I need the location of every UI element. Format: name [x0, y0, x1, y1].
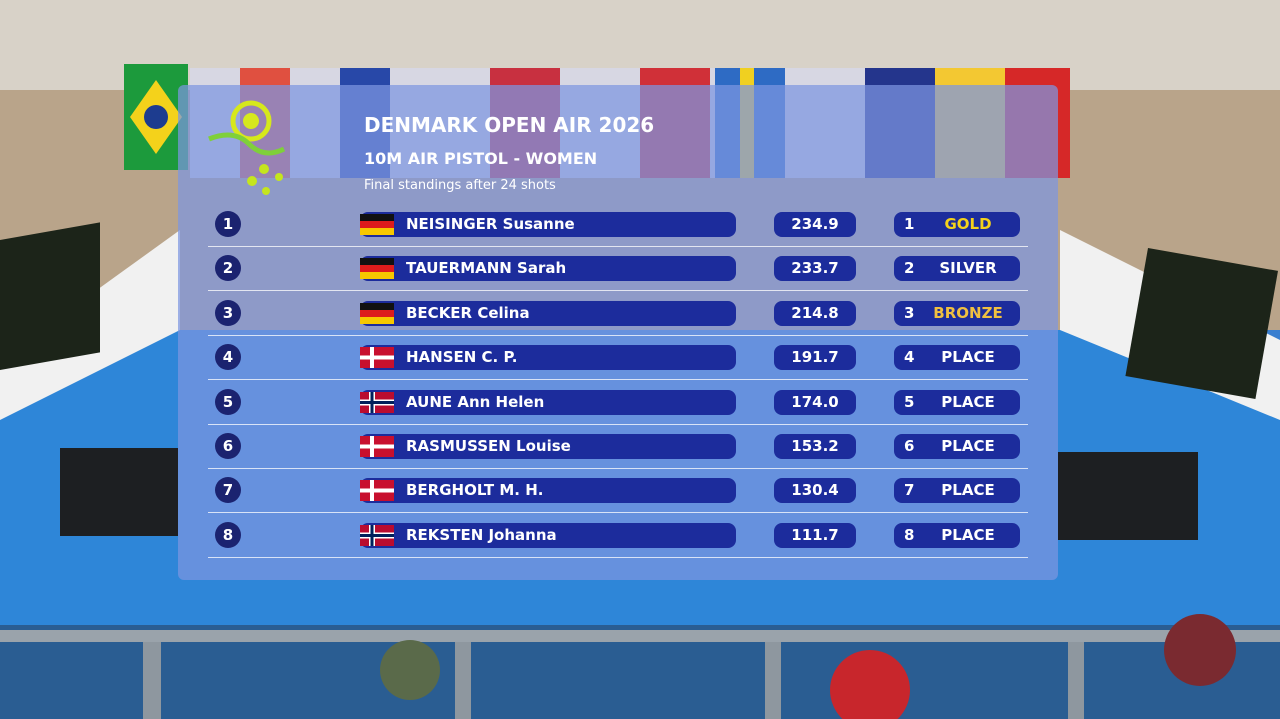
score: 130.4 [774, 478, 856, 504]
country-flag [360, 524, 394, 546]
place-bar: 4 PLACE [894, 345, 1020, 371]
row-separator [208, 423, 1028, 425]
row-separator [208, 379, 1028, 381]
place-bar: 1 GOLD [894, 212, 1020, 237]
place-bar: 6 PLACE [894, 434, 1020, 459]
athlete-name: BECKER Celina [406, 303, 530, 322]
place-label: PLACE [941, 392, 995, 411]
athlete-bar: REKSTEN Johanna [360, 522, 736, 548]
standings-row: 8 REKSTEN Johanna 111.7 8 PLACE [178, 516, 1058, 560]
place-number: 8 [904, 525, 915, 544]
athlete-name: AUNE Ann Helen [406, 392, 545, 411]
athlete-bar: NEISINGER Susanne [360, 212, 736, 237]
place-number: 6 [904, 437, 915, 455]
athlete-bar: TAUERMANN Sarah [360, 256, 736, 282]
place-bar: 7 PLACE [894, 478, 1020, 504]
athlete-name: BERGHOLT M. H. [406, 481, 544, 500]
rank-badge: 4 [215, 344, 241, 371]
score: 174.0 [774, 389, 856, 415]
athlete-bar: HANSEN C. P. [360, 345, 736, 371]
country-flag [360, 214, 394, 235]
rank-badge: 7 [215, 477, 241, 504]
place-label: GOLD [944, 215, 992, 233]
row-separator [208, 468, 1028, 469]
place-label: PLACE [941, 437, 995, 455]
country-flag [360, 391, 394, 413]
rank-badge: 2 [215, 255, 241, 282]
place-number: 7 [904, 481, 915, 500]
place-number: 2 [904, 259, 915, 278]
score: 214.8 [774, 300, 856, 326]
score: 233.7 [774, 256, 856, 282]
place-label: PLACE [941, 525, 995, 544]
athlete-name: NEISINGER Susanne [406, 215, 575, 233]
row-separator [208, 334, 1028, 336]
athlete-name: TAUERMANN Sarah [406, 259, 567, 278]
row-separator [208, 556, 1028, 558]
standings-row: 6 RASMUSSEN Louise 153.2 6 PLACE [178, 427, 1058, 471]
row-separator [208, 290, 1028, 292]
score: 153.2 [774, 434, 856, 459]
event-logo [208, 100, 286, 195]
subtitle: 10M AIR PISTOL - WOMEN [364, 149, 598, 168]
athlete-bar: BERGHOLT M. H. [360, 478, 736, 504]
country-flag [360, 302, 394, 324]
rank-badge: 1 [215, 211, 241, 237]
place-label: PLACE [941, 348, 995, 367]
score: 191.7 [774, 345, 856, 371]
score: 111.7 [774, 522, 856, 548]
athlete-bar: RASMUSSEN Louise [360, 434, 736, 459]
standings-row: 4 HANSEN C. P. 191.7 4 PLACE [178, 338, 1058, 382]
standings-panel: DENMARK OPEN AIR 2026 10M AIR PISTOL - W… [178, 85, 1058, 580]
standings-row: 7 BERGHOLT M. H. 130.4 7 PLACE [178, 471, 1058, 515]
place-number: 3 [904, 303, 915, 322]
note: Final standings after 24 shots [364, 178, 556, 193]
rank-badge: 6 [215, 433, 241, 459]
athlete-bar: BECKER Celina [360, 300, 736, 326]
country-flag [360, 436, 394, 457]
place-label: PLACE [941, 481, 995, 500]
place-label: BRONZE [933, 303, 1003, 322]
standings-row: 2 TAUERMANN Sarah 233.7 2 SILVER [178, 249, 1058, 293]
standings-row: 3 BECKER Celina 214.8 3 BRONZE [178, 294, 1058, 338]
place-number: 5 [904, 392, 915, 411]
row-separator [208, 512, 1028, 514]
rank-badge: 3 [215, 299, 241, 326]
place-number: 1 [904, 215, 915, 233]
athlete-name: HANSEN C. P. [406, 348, 518, 367]
country-flag [360, 347, 394, 369]
athlete-name: REKSTEN Johanna [406, 525, 557, 544]
place-number: 4 [904, 348, 915, 367]
title: DENMARK OPEN AIR 2026 [364, 113, 655, 137]
country-flag [360, 480, 394, 502]
country-flag [360, 258, 394, 280]
standings-row: 5 AUNE Ann Helen 174.0 5 PLACE [178, 383, 1058, 427]
place-bar: 2 SILVER [894, 256, 1020, 282]
athlete-name: RASMUSSEN Louise [406, 437, 571, 455]
row-separator [208, 246, 1028, 247]
rank-badge: 5 [215, 388, 241, 415]
place-bar: 3 BRONZE [894, 300, 1020, 326]
place-label: SILVER [939, 259, 997, 278]
standings-row: 1 NEISINGER Susanne 234.9 1 GOLD [178, 205, 1058, 249]
score: 234.9 [774, 212, 856, 237]
rank-badge: 8 [215, 521, 241, 548]
place-bar: 5 PLACE [894, 389, 1020, 415]
place-bar: 8 PLACE [894, 522, 1020, 548]
athlete-bar: AUNE Ann Helen [360, 389, 736, 415]
